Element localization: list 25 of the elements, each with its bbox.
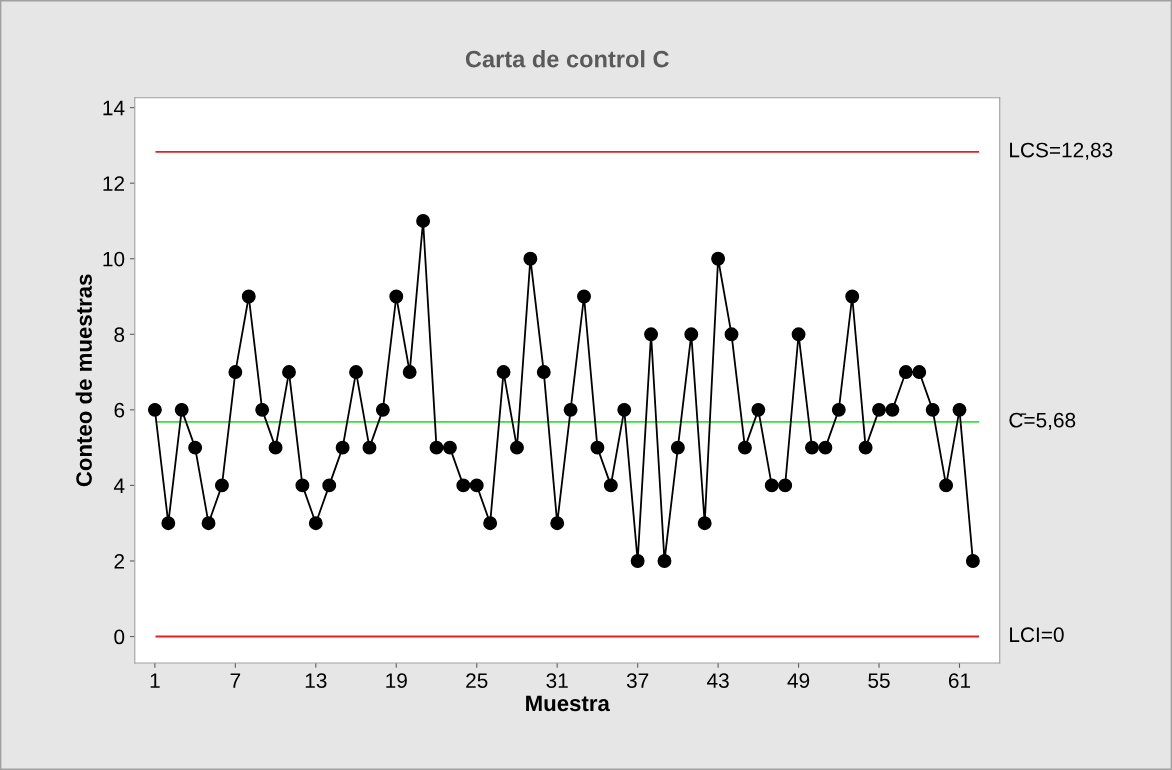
x-tick-label: 19	[386, 673, 407, 688]
x-tick-label: 61	[948, 673, 971, 688]
y-tick-label: 4	[113, 478, 125, 493]
y-tick-label: 10	[103, 251, 125, 267]
x-tick-label: 43	[707, 673, 729, 688]
y-axis-title: Conteo de muestras	[75, 274, 92, 487]
y-tick-label: 2	[114, 553, 125, 569]
x-tick-label: 55	[868, 673, 890, 688]
x-tick-label: 1	[150, 673, 160, 688]
x-tick-label: 37	[626, 673, 649, 688]
y-tick-label: 12	[103, 176, 125, 191]
x-tick-label: 7	[230, 673, 241, 688]
chart-title: Carta de control C	[465, 50, 669, 68]
x-tick-label: 13	[305, 673, 327, 688]
ref-line-label: C̄=5,68	[1009, 412, 1076, 430]
x-axis-title: Muestra	[526, 695, 610, 712]
x-tick-label: 31	[546, 673, 568, 688]
x-tick-label: 49	[787, 673, 810, 688]
y-tick-label: 8	[114, 327, 125, 343]
ref-line-label: LCS=12,83	[1010, 142, 1113, 160]
y-tick-label: 14	[103, 100, 125, 116]
x-tick-label: 25	[466, 673, 488, 688]
y-tick-label: 0	[114, 629, 125, 645]
ref-line-label: LCI=0	[1010, 627, 1064, 643]
y-tick-label: 6	[114, 402, 125, 418]
